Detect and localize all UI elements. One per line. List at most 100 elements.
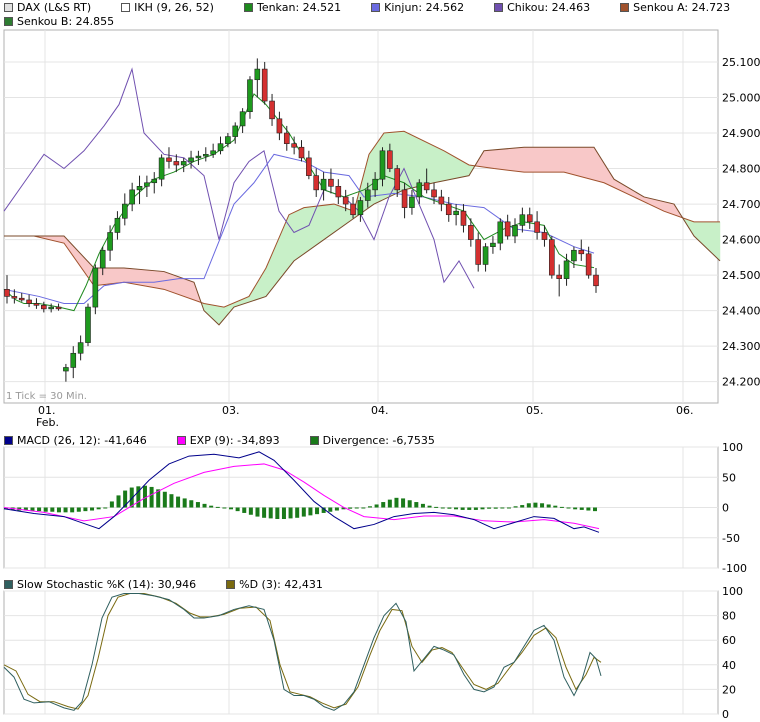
candle <box>70 346 77 379</box>
candle <box>33 298 40 309</box>
candle <box>26 294 32 308</box>
candle <box>180 157 187 173</box>
candle-body <box>335 186 342 198</box>
kumo-segment <box>307 206 311 252</box>
kumo-segment <box>285 216 289 272</box>
kumo-segment <box>271 249 275 290</box>
main_legend-item: Tenkan: 24.521 <box>240 1 341 14</box>
kumo-segment <box>713 221 717 258</box>
kumo-segment <box>145 269 149 287</box>
kumo-segment <box>371 146 375 206</box>
kumo-segment <box>415 136 419 188</box>
candle-body <box>313 175 320 191</box>
kumo-segment <box>431 144 435 184</box>
kumo-segment <box>551 146 555 173</box>
candle-body <box>48 306 54 310</box>
kumo-segment <box>103 267 107 285</box>
kumo-segment <box>409 133 413 189</box>
macd_legend-item: Divergence: -6,7535 <box>306 434 435 447</box>
kijun-line <box>3 153 595 305</box>
divergence-bar <box>255 507 260 517</box>
divergence-bar <box>427 505 432 508</box>
kumo-segment <box>449 153 453 180</box>
kumo-segment <box>599 155 603 183</box>
kumo-segment <box>167 272 171 292</box>
y-tick-label: 60 <box>722 634 736 647</box>
kumo-segment <box>589 146 593 180</box>
candle <box>217 136 224 155</box>
y-tick-label: 40 <box>722 659 736 672</box>
divergence-bar <box>229 507 234 510</box>
kumo-segment <box>341 206 345 228</box>
kumo-segment <box>157 270 161 289</box>
candle <box>195 150 202 165</box>
legend-swatch <box>121 2 131 12</box>
candle <box>423 168 430 194</box>
candle-body <box>63 367 69 372</box>
kumo-segment <box>411 134 415 189</box>
divergence-bar <box>215 506 220 508</box>
kumo-segment <box>429 143 433 185</box>
kumo-segment <box>179 276 183 297</box>
divergence-bar <box>493 507 498 509</box>
candle <box>431 182 437 205</box>
candle <box>232 122 239 144</box>
candle <box>512 218 518 244</box>
kumo-segment <box>513 147 517 172</box>
candle <box>372 172 378 197</box>
kumo-segment <box>131 268 135 285</box>
candle <box>468 218 474 247</box>
y-tick-label: 24.300 <box>722 340 760 353</box>
candle-body <box>26 299 32 304</box>
kumo-segment <box>579 146 583 178</box>
candle-body <box>151 178 158 184</box>
divergence-bar <box>4 507 8 510</box>
candle <box>107 225 113 261</box>
kumo-segment <box>143 269 147 287</box>
kumo-segment <box>181 277 185 297</box>
kumo-segment <box>447 152 451 181</box>
candle-body <box>166 157 172 162</box>
kumo-segment <box>565 146 569 174</box>
kumo-segment <box>503 148 507 171</box>
kumo-segment <box>495 149 499 170</box>
kumo-segment <box>539 146 543 173</box>
candle-body <box>18 297 25 301</box>
candle-body <box>195 155 202 159</box>
kumo-segment <box>497 149 501 170</box>
kumo-segment <box>267 258 271 295</box>
kumo-segment <box>399 131 403 193</box>
kumo-segment <box>305 206 309 253</box>
legend-swatch <box>371 2 381 12</box>
kumo-segment <box>455 157 459 179</box>
main_legend-item: Chikou: 24.463 <box>490 1 590 14</box>
kumo-segment <box>545 146 549 173</box>
macd-layer <box>3 451 600 533</box>
candle-body <box>512 225 518 237</box>
kumo-segment <box>153 270 157 289</box>
candle <box>4 275 10 304</box>
kumo-segment <box>287 213 291 270</box>
candle <box>475 232 482 272</box>
grid-layer <box>3 29 719 715</box>
candle <box>571 246 577 269</box>
candle <box>482 243 489 272</box>
legend-label: IKH (9, 26, 52) <box>134 0 214 14</box>
divergence-bar <box>116 495 121 508</box>
axis-layer: 24.200 24.300 24.400 24.500 24.600 24.700 24.8… <box>36 56 760 721</box>
kumo-segment <box>577 146 581 177</box>
candle-body <box>210 150 216 155</box>
legend-label: DAX (L&S RT) <box>17 0 92 14</box>
x-tick-label: 01. <box>38 404 56 417</box>
divergence-bar <box>123 490 128 508</box>
kumo-segment <box>403 130 407 191</box>
kumo-segment <box>563 146 567 173</box>
divergence-bar <box>407 500 412 508</box>
kumo-segment <box>115 267 119 284</box>
candle-body <box>556 274 562 279</box>
candle-body <box>445 203 452 216</box>
kumo-segment <box>187 279 191 299</box>
kumo-segment <box>515 147 519 172</box>
candle-body <box>534 221 540 233</box>
main_legend-item: Kinjun: 24.562 <box>367 1 464 14</box>
